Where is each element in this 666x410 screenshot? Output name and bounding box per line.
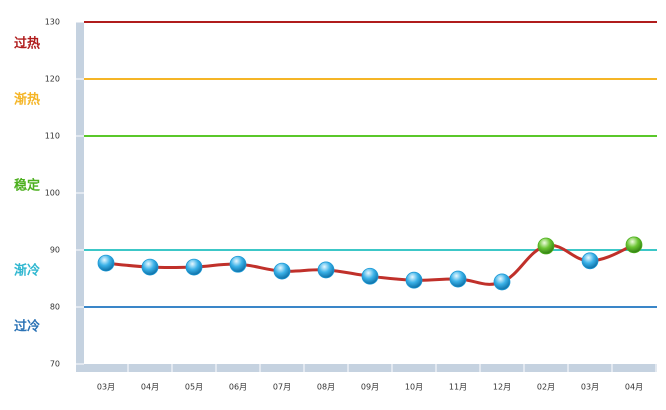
- y-tick-label: 70: [50, 360, 60, 369]
- x-tick-label: 04月: [141, 383, 159, 392]
- x-tick-label: 02月: [537, 383, 555, 392]
- point-marker: [97, 254, 115, 272]
- point-marker: [273, 262, 291, 280]
- x-tick-label: 10月: [405, 383, 423, 392]
- zone-label: 过冷: [14, 319, 40, 335]
- point-marker: [405, 271, 423, 289]
- y-tick-label: 120: [45, 75, 60, 84]
- zone-label: 渐冷: [14, 263, 40, 279]
- x-tick-label: 12月: [493, 383, 511, 392]
- y-tick-label: 130: [45, 18, 60, 27]
- x-axis-bar: [76, 364, 657, 372]
- x-tick-label: 11月: [449, 383, 467, 392]
- point-marker: [361, 267, 379, 285]
- point-marker: [229, 255, 247, 273]
- y-tick-label: 110: [45, 132, 60, 141]
- y-tick-label: 100: [45, 189, 60, 198]
- point-marker: [537, 237, 555, 255]
- point-marker: [625, 236, 643, 254]
- x-tick-label: 06月: [229, 383, 247, 392]
- zone-label: 稳定: [14, 178, 40, 194]
- x-tick-label: 09月: [361, 383, 379, 392]
- point-marker: [449, 270, 467, 288]
- y-tick-label: 80: [50, 303, 60, 312]
- x-tick-label: 07月: [273, 383, 291, 392]
- y-tick-label: 90: [50, 246, 60, 255]
- zone-label: 渐热: [14, 92, 40, 108]
- point-marker: [317, 261, 335, 279]
- point-marker: [141, 258, 159, 276]
- zone-label: 过热: [14, 36, 40, 52]
- x-tick-label: 08月: [317, 383, 335, 392]
- point-marker: [493, 273, 511, 291]
- x-tick-label: 05月: [185, 383, 203, 392]
- point-marker: [185, 258, 203, 276]
- y-axis-bar: [76, 22, 84, 372]
- x-tick-label: 04月: [625, 383, 643, 392]
- x-tick-label: 03月: [581, 383, 599, 392]
- x-tick-label: 03月: [97, 383, 115, 392]
- point-marker: [581, 252, 599, 270]
